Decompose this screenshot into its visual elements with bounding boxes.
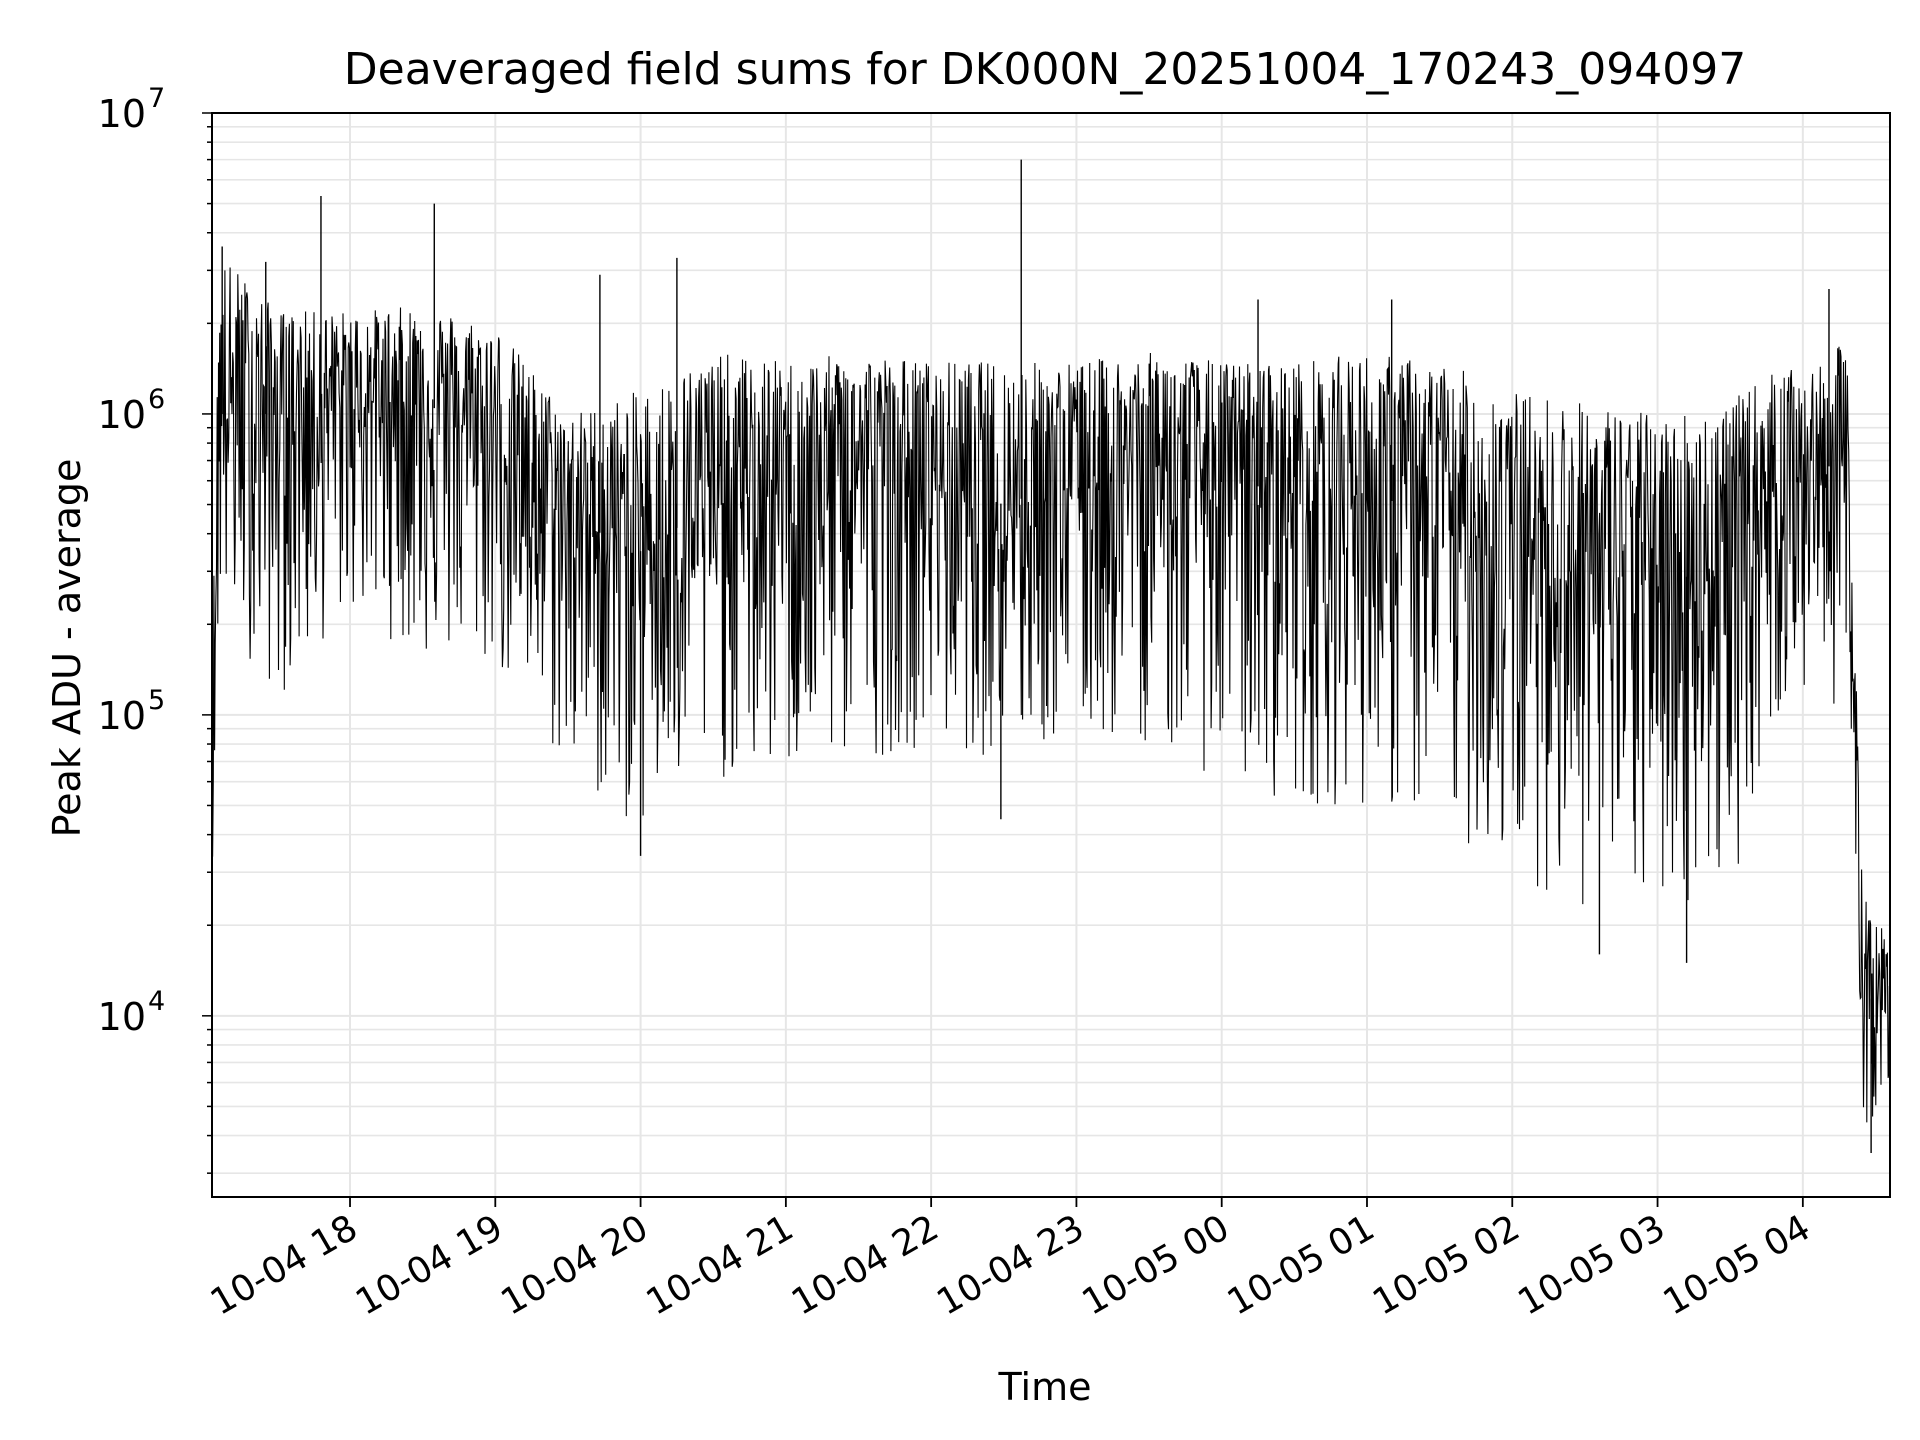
chart-title: Deaveraged field sums for DK000N_2025100…: [344, 44, 1747, 95]
y-tick-label: 10: [98, 694, 146, 738]
y-tick-label: 10: [98, 393, 146, 437]
series-line: [211, 267, 1891, 1123]
y-tick-label: 10: [98, 92, 146, 136]
y-axis-label: Peak ADU - average: [45, 459, 89, 838]
y-tick-label-exponent: 7: [148, 83, 165, 114]
y-tick-label: 10: [98, 995, 146, 1039]
plot-frame: [211, 112, 1891, 1198]
y-tick-label-exponent: 5: [148, 685, 165, 716]
y-tick-label-exponent: 6: [148, 384, 165, 415]
x-axis-label: Time: [998, 1365, 1092, 1409]
y-tick-label-exponent: 4: [148, 986, 165, 1017]
series-deaveraged-field-sums: [211, 159, 1891, 1154]
